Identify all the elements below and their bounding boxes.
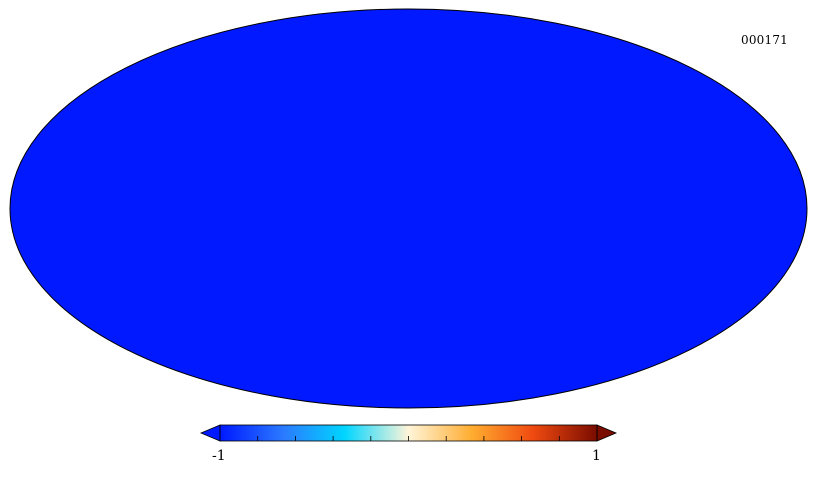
colorbar-gradient [220,425,597,441]
colorbar-max-label: 1 [592,448,601,464]
sky-map [10,9,807,408]
map-outline [9,8,808,409]
colorbar-min-extension [199,424,221,442]
colorbar-max-extension [596,424,618,442]
colorbar-ticks [257,436,560,441]
map-id-label: 000171 [741,33,789,47]
colorbar [199,424,618,442]
temperature-field [10,9,807,408]
colorbar-min-label: -1 [212,448,226,464]
